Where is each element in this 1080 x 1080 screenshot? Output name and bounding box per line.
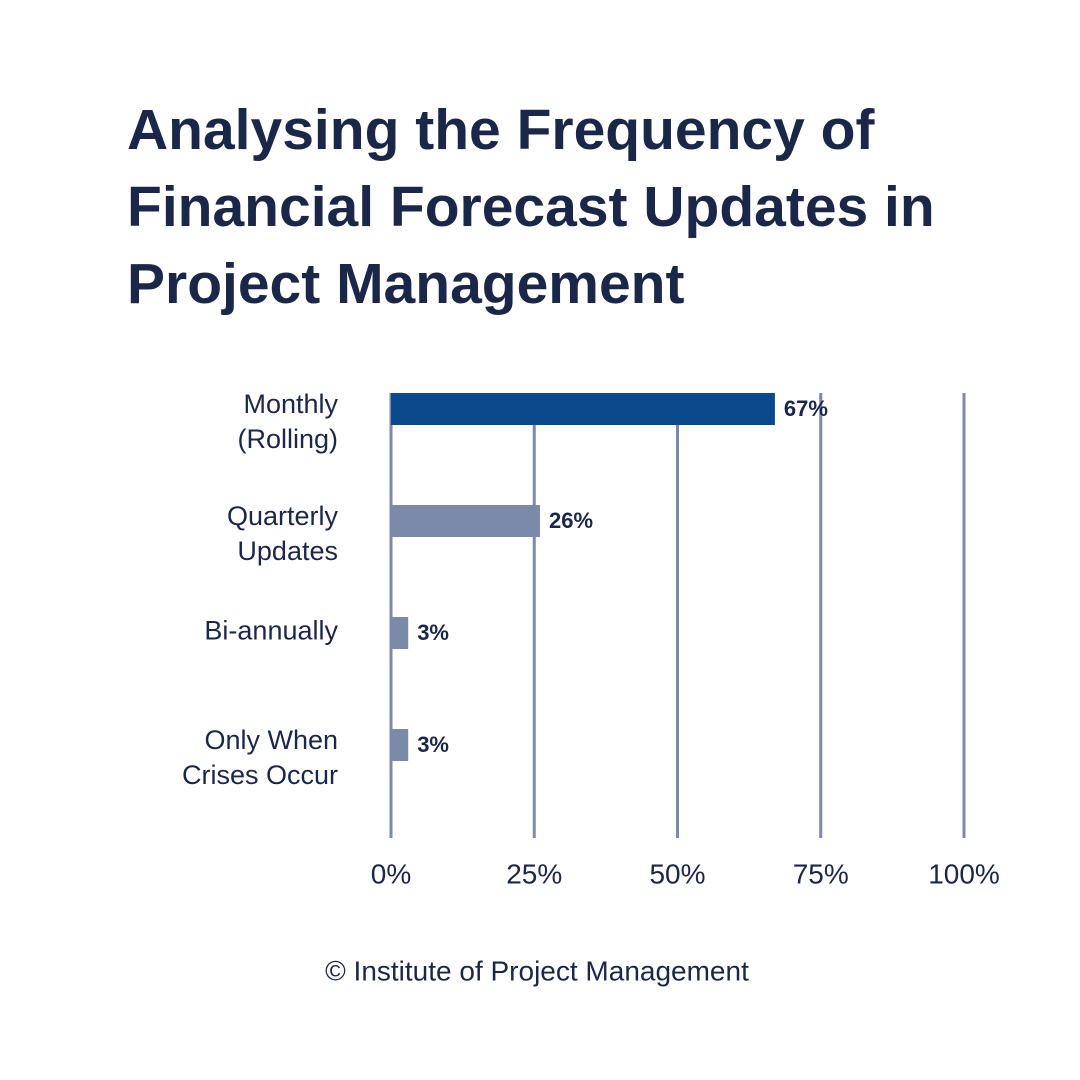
category-label: Quarterly Updates <box>226 501 338 566</box>
x-tick-label: 75% <box>793 858 849 889</box>
value-label: 3% <box>417 732 449 757</box>
x-tick-label: 50% <box>649 858 705 889</box>
bar <box>391 393 775 425</box>
category-label: Monthly (Rolling) <box>237 389 338 454</box>
bar <box>391 505 540 537</box>
x-tick-label: 25% <box>506 858 562 889</box>
bar <box>391 729 409 761</box>
category-label: Only When Crises Occur <box>181 725 338 790</box>
bar <box>391 617 409 649</box>
x-tick-label: 0% <box>371 858 411 889</box>
source: © Institute of Project Management <box>325 955 749 986</box>
value-label: 3% <box>417 620 449 645</box>
value-label: 26% <box>549 508 593 533</box>
value-label: 67% <box>784 396 828 421</box>
x-tick-label: 100% <box>928 858 1000 889</box>
category-label: Bi-annually <box>204 615 338 646</box>
chart-title: Analysing the Frequency of Financial For… <box>127 98 935 316</box>
